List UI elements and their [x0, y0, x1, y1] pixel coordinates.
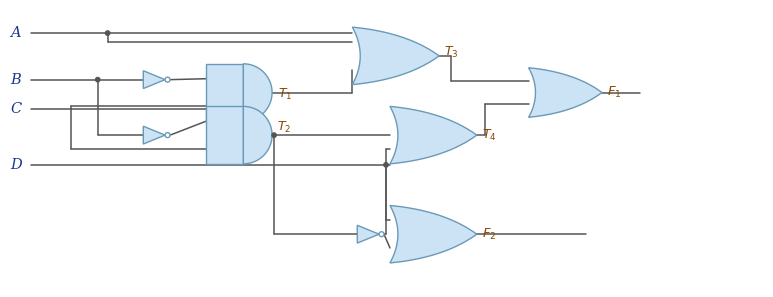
- Polygon shape: [390, 106, 477, 164]
- Polygon shape: [206, 64, 243, 121]
- Circle shape: [384, 163, 388, 167]
- Text: A: A: [11, 26, 21, 40]
- Text: $F_1$: $F_1$: [607, 85, 621, 100]
- Circle shape: [105, 31, 110, 35]
- Circle shape: [379, 232, 384, 237]
- Text: C: C: [11, 102, 22, 116]
- Text: $T_1$: $T_1$: [278, 87, 292, 102]
- Polygon shape: [206, 106, 243, 164]
- Text: D: D: [11, 158, 22, 172]
- Text: $F_2$: $F_2$: [482, 227, 496, 242]
- Polygon shape: [243, 106, 272, 164]
- Polygon shape: [352, 27, 439, 85]
- Polygon shape: [390, 206, 477, 263]
- Text: $T_4$: $T_4$: [482, 128, 496, 143]
- Text: $T_3$: $T_3$: [444, 45, 458, 61]
- Polygon shape: [143, 126, 165, 144]
- Circle shape: [165, 133, 170, 138]
- Circle shape: [165, 77, 170, 82]
- Circle shape: [96, 78, 100, 82]
- Circle shape: [272, 133, 276, 137]
- Polygon shape: [143, 71, 165, 89]
- Text: $T_2$: $T_2$: [277, 120, 291, 135]
- Polygon shape: [529, 68, 602, 117]
- Polygon shape: [357, 225, 379, 243]
- Text: B: B: [11, 73, 22, 87]
- Polygon shape: [243, 64, 272, 121]
